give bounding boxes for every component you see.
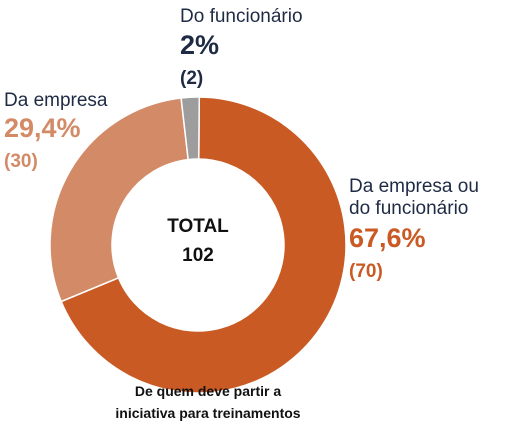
label-do-funcionario-count: (2) bbox=[180, 68, 203, 89]
label-empresa-ou-funcionario-name-line1: Da empresa ou bbox=[349, 176, 479, 197]
chart-caption-line1: De quem deve partir a bbox=[135, 383, 281, 399]
slice-do-funcionario bbox=[180, 96, 201, 161]
label-do-funcionario-name: Do funcionário bbox=[180, 6, 303, 27]
center-total-value: 102 bbox=[182, 245, 214, 266]
slice-empresa-ou-funcionario bbox=[60, 96, 347, 394]
label-da-empresa-name: Da empresa bbox=[4, 90, 108, 111]
donut-slices bbox=[49, 96, 347, 394]
label-empresa-ou-funcionario-count: (70) bbox=[349, 261, 383, 282]
label-empresa-ou-funcionario-percent: 67,6% bbox=[349, 223, 426, 253]
chart-caption-line2: iniciativa para treinamentos bbox=[115, 405, 300, 421]
label-do-funcionario-percent: 2% bbox=[180, 30, 219, 60]
slice-da-empresa bbox=[49, 97, 190, 303]
label-da-empresa-count: (30) bbox=[4, 151, 38, 172]
label-empresa-ou-funcionario-name-line2: do funcionário bbox=[349, 198, 468, 219]
center-total-title: TOTAL bbox=[167, 216, 229, 237]
label-da-empresa-percent: 29,4% bbox=[4, 113, 81, 143]
